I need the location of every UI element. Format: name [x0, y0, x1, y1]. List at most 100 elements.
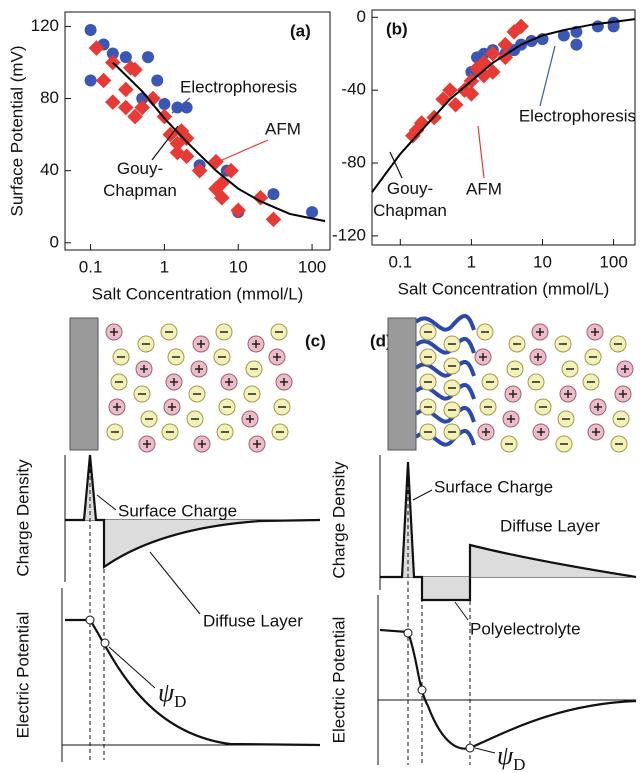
- data-point: [191, 162, 208, 179]
- y-tick-label: 120: [31, 16, 59, 35]
- y-axis-label: Charge Density: [329, 461, 348, 579]
- label-line: Chapman: [373, 201, 447, 220]
- point-marker: [100, 638, 110, 648]
- data-point: [84, 74, 97, 87]
- y-axis-label: Surface Potential (mV): [7, 45, 26, 216]
- y-axis-label: Electric Potential: [329, 617, 348, 744]
- x-tick-label: 0.1: [79, 257, 103, 276]
- series-label: Gouy- Chapman: [103, 159, 177, 200]
- panel-label: (c): [305, 331, 326, 350]
- annotation: Diffuse Layer: [203, 611, 303, 630]
- annotation-arrow: [221, 139, 269, 161]
- leader-line: [149, 551, 201, 615]
- data-point: [306, 206, 319, 219]
- panel-label: (a): [290, 21, 311, 40]
- annotation: Surface Charge: [434, 477, 553, 496]
- plot-frame: [371, 9, 636, 246]
- y-tick-label: 40: [40, 160, 59, 179]
- psi-symbol: ψ: [158, 678, 175, 707]
- data-point: [267, 188, 280, 201]
- data-point: [178, 148, 195, 165]
- psi-symbol: ψ: [497, 741, 514, 770]
- leader-line: [454, 601, 469, 621]
- data-point: [252, 189, 269, 206]
- fit-line: [371, 18, 636, 193]
- leader-line: [412, 489, 433, 501]
- series-label: Gouy- Chapman: [373, 179, 447, 220]
- series-label: AFM: [466, 179, 502, 198]
- psi-subscript: D: [513, 755, 525, 773]
- x-tick-label: 1: [160, 257, 169, 276]
- data-point: [180, 101, 193, 114]
- surface-wall: [69, 317, 99, 451]
- surface-wall: [387, 317, 417, 451]
- data-point: [119, 51, 132, 64]
- polyelectrolyte-area: [422, 577, 470, 600]
- psi-subscript: D: [174, 692, 186, 711]
- data-point: [134, 99, 150, 116]
- data-point: [178, 130, 195, 146]
- label-line: Chapman: [103, 181, 177, 200]
- x-tick-label: 0.1: [388, 252, 412, 271]
- data-point: [127, 108, 143, 125]
- data-point: [151, 74, 164, 87]
- annotation-arrow: [171, 97, 191, 114]
- diffuse-area: [470, 545, 636, 577]
- y-tick-label: -40: [341, 80, 366, 99]
- x-tick-label: 10: [229, 257, 248, 276]
- data-point: [223, 162, 239, 179]
- annotation: Diffuse Layer: [500, 516, 600, 535]
- ion-layer: [81, 314, 634, 453]
- polymer-chain: [414, 314, 476, 332]
- annotation-arrow: [389, 151, 403, 179]
- data-point: [142, 51, 155, 64]
- point-marker: [417, 685, 427, 695]
- series-label: AFM: [265, 119, 301, 138]
- y-tick-label: 0: [50, 232, 59, 251]
- annotation-arrow: [151, 125, 179, 161]
- charge-density-curve: [65, 454, 321, 570]
- data-point: [127, 61, 143, 78]
- fit-line: [112, 61, 326, 223]
- data-point: [145, 90, 161, 107]
- x-axis-label: Salt Concentration (mmol/L): [92, 284, 304, 303]
- point-marker: [465, 743, 475, 753]
- plot-frame: [64, 11, 331, 251]
- data-point: [591, 20, 604, 33]
- potential-curve: [379, 628, 637, 750]
- y-tick-label: -120: [332, 225, 366, 244]
- data-point: [485, 64, 501, 80]
- label-line: Gouy-: [387, 179, 433, 198]
- y-tick-label: -80: [341, 153, 366, 172]
- annotation: Polyelectrolyte: [470, 619, 581, 638]
- psi-label: ψD: [158, 678, 186, 711]
- y-axis-label: Charge Density: [13, 459, 32, 577]
- charge-density-curve: [380, 461, 637, 602]
- y-tick-label: 80: [40, 88, 59, 107]
- point-marker: [403, 628, 413, 638]
- data-point: [208, 153, 224, 170]
- x-tick-label: 100: [298, 257, 326, 276]
- leader-line: [108, 646, 156, 689]
- point-marker: [85, 615, 95, 625]
- annotation: Surface Charge: [118, 501, 237, 520]
- y-axis-label: Electric Potential: [13, 612, 32, 739]
- y-tick-label: 0: [357, 7, 366, 26]
- data-point: [118, 99, 134, 116]
- label-line: Gouy-: [117, 159, 163, 178]
- series-label: Electrophoresis: [519, 106, 636, 125]
- data-point: [158, 97, 171, 110]
- x-tick-label: 100: [599, 252, 627, 271]
- x-tick-label: 1: [467, 252, 476, 271]
- panel-label: (d): [370, 331, 392, 350]
- diffuse-area: [104, 520, 320, 567]
- data-point: [105, 94, 121, 110]
- data-point: [570, 38, 583, 51]
- psi-label: ψD: [497, 741, 525, 773]
- data-point: [118, 81, 134, 98]
- data-point: [557, 29, 570, 42]
- leader-line: [96, 494, 117, 511]
- panel-label: (b): [386, 19, 408, 38]
- leader-line: [474, 747, 496, 754]
